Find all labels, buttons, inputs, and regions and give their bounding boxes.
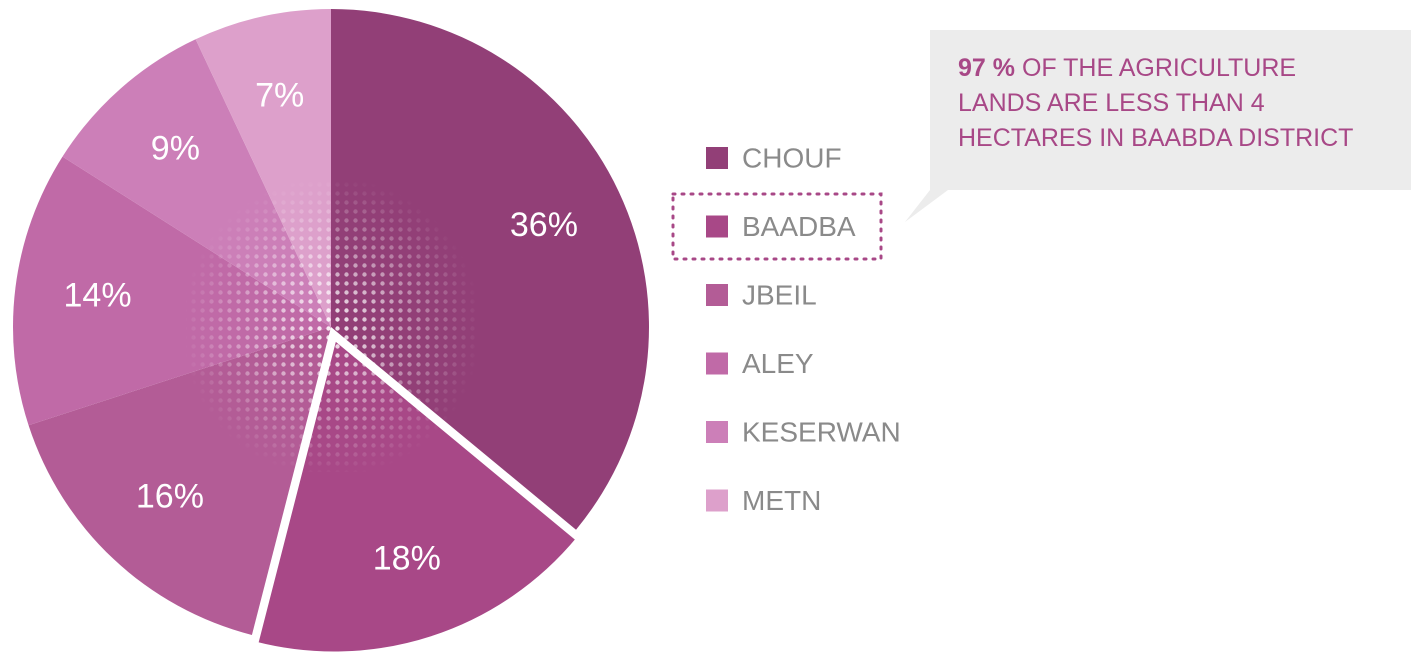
legend-highlight (671, 192, 883, 261)
value-label: 7% (255, 76, 304, 114)
legend-label: KESERWAN (742, 416, 901, 447)
legend-label: METN (742, 485, 821, 516)
annotation-line: HECTARES IN BAABDA DISTRICT (958, 124, 1353, 152)
legend: CHOUF BAADBA JBEIL ALEY KESERWAN METN (706, 142, 901, 516)
annotation-highlight: 97 % (958, 54, 1015, 82)
slice (331, 9, 649, 530)
legend-swatch (706, 147, 728, 169)
legend-swatch (706, 421, 728, 443)
annotation-line: LANDS ARE LESS THAN 4 (958, 89, 1265, 117)
legend-swatch (706, 284, 728, 306)
legend-label: CHOUF (742, 142, 842, 173)
legend-swatch (706, 489, 728, 512)
halftone (186, 182, 476, 472)
callout (905, 30, 1411, 222)
value-labels: 36% 18% 16% 14% 9% 7% (64, 76, 578, 577)
value-label: 14% (64, 276, 132, 314)
annotation: 97 % OF THE AGRICULTURE (958, 54, 1296, 82)
legend-swatch (706, 352, 728, 375)
slice (13, 156, 331, 426)
legend-label: ALEY (742, 348, 814, 379)
legend-swatch (706, 215, 728, 238)
value-label: 16% (136, 478, 204, 516)
legend-label: JBEIL (742, 279, 817, 310)
legend-label: BAADBA (742, 211, 856, 242)
value-label: 9% (151, 129, 200, 167)
value-label: 18% (373, 539, 441, 577)
annotation-line: OF THE AGRICULTURE (1022, 54, 1296, 82)
value-label: 36% (510, 206, 578, 244)
